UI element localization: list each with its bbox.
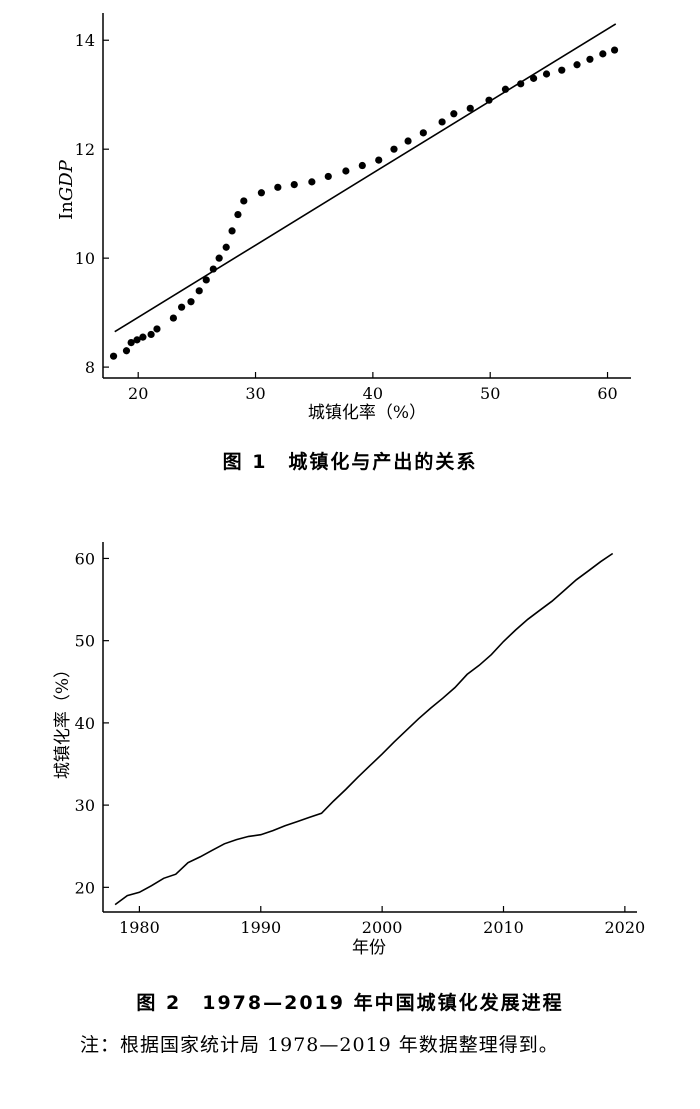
chart1-point [290,181,298,189]
chart1-marks [109,23,619,360]
chart1-x-tick-label: 50 [480,384,500,403]
chart1-title: 图 1 城镇化与产出的关系 [222,451,478,473]
chart2-series-line [114,552,614,906]
chart2-y-tick-label: 40 [75,714,95,733]
chart1-point [358,161,366,170]
chart2-x-tick-label: 2000 [362,918,403,937]
chart1-x-tick-label: 30 [245,384,265,403]
chart2-x-tick-label: 1980 [119,918,160,937]
chart1-point [127,338,135,347]
chart1-point [419,129,427,137]
chart1-y-tick-label: 14 [75,31,95,50]
chart1-ylabel-prefix: In [56,201,77,220]
chart1-x-tick-label: 60 [597,384,617,403]
chart1-point [558,66,566,74]
chart2-x-tick-label: 1990 [240,918,281,937]
chart1-x-tick-label: 20 [128,384,148,403]
chart1-point [274,183,282,191]
chart1-point [375,156,383,164]
chart1-point [228,227,236,235]
chart1-fit-line [114,23,617,333]
chart1-ylabel: InGDP [56,159,77,220]
chart1-point [586,55,594,63]
chart1-point [599,50,607,58]
chart2-y-tick-label: 20 [75,878,95,897]
chart2-x-tick-label: 2010 [483,918,524,937]
chart1-axes: 20 30 40 50 60 8 10 12 14 [75,13,631,403]
chart-urbanization-output: 20 30 40 50 60 8 10 12 14 城镇化率（%） InGDP [56,13,631,423]
chart2-x-tick-label: 2020 [605,918,646,937]
chart1-point [450,110,458,118]
chart1-point [517,80,525,88]
chart1-point [240,197,248,205]
chart1-point [573,61,581,69]
chart1-point [234,210,242,219]
chart1-point [324,172,332,181]
chart1-point [147,330,155,339]
chart1-point [215,254,223,262]
chart2-ylabel: 城镇化率（%） [53,661,73,779]
chart1-point [342,167,350,175]
chart1-point [195,287,203,295]
chart2-y-tick-label: 50 [75,632,95,651]
chart1-point [257,189,265,197]
chart1-ylabel-italic: GDP [56,159,77,201]
chart1-point [209,265,217,273]
chart1-point [187,298,195,306]
chart1-point [202,276,210,284]
chart1-point [501,85,510,93]
chart1-point [109,352,118,360]
chart1-point [485,96,493,104]
chart1-point [404,137,412,145]
chart2-xlabel: 年份 [352,938,386,958]
chart2-y-tick-label: 30 [75,796,95,815]
chart1-x-tick-label: 40 [363,384,383,403]
chart1-point [542,70,551,78]
chart1-point [178,303,186,311]
chart1-y-tick-label: 12 [75,140,95,159]
chart1-point [222,243,230,251]
chart1-point [169,314,177,322]
chart1-point [466,104,474,112]
chart1-point [153,325,161,333]
chart1-point [122,347,131,355]
chart2-marks [114,552,614,906]
chart1-xlabel: 城镇化率（%） [308,403,426,423]
chart2-title: 图 2 1978—2019 年中国城镇化发展进程 [136,992,564,1014]
chart1-point [139,333,147,341]
chart1-point [133,336,141,344]
chart-note: 注：根据国家统计局 1978—2019 年数据整理得到。 [80,1034,559,1056]
chart1-point [610,46,619,54]
chart1-point [530,74,538,82]
chart1-point [390,145,398,153]
chart1-y-tick-label: 10 [75,249,95,268]
chart1-point [308,178,316,186]
chart1-y-tick-label: 8 [85,358,95,377]
chart2-y-tick-label: 60 [75,549,95,568]
chart1-point [438,118,446,126]
